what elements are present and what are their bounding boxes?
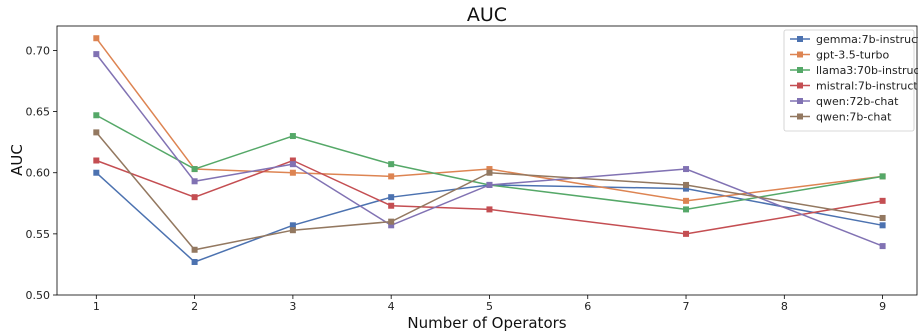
data-point <box>289 161 296 168</box>
legend-swatch-marker <box>797 67 803 73</box>
data-point <box>289 133 296 140</box>
data-point <box>388 173 395 180</box>
data-point <box>879 222 886 229</box>
series-line <box>95 37 883 202</box>
legend-label: mistral:7b-instruct <box>816 80 918 93</box>
series-line <box>95 114 883 211</box>
data-point <box>388 194 395 201</box>
series-mistral-7b-instruct <box>93 157 886 237</box>
axis-ticks: 1 2 3 4 5 6 7 8 9 0.50 0.55 0.60 0.65 0.70 <box>26 44 887 313</box>
data-point <box>683 181 690 188</box>
data-point <box>388 161 395 168</box>
legend-item: qwen:7b-chat <box>790 111 892 124</box>
x-tick-label: 8 <box>781 300 788 313</box>
data-point <box>191 246 198 253</box>
data-point <box>93 112 100 119</box>
legend-item: gpt-3.5-turbo <box>790 49 889 62</box>
data-point <box>93 129 100 136</box>
legend-label: qwen:72b-chat <box>816 95 899 108</box>
data-point <box>683 197 690 204</box>
data-point <box>683 230 690 237</box>
legend-swatch-marker <box>797 51 803 58</box>
data-point <box>388 222 395 229</box>
x-tick-label: 9 <box>879 300 886 313</box>
data-point <box>486 169 493 176</box>
legend-swatch-marker <box>797 113 803 120</box>
data-point <box>93 169 100 176</box>
legend-item: llama3:70b-instruct <box>790 64 918 77</box>
data-point <box>289 157 296 164</box>
data-point <box>879 243 886 250</box>
data-point <box>879 173 886 180</box>
legend-swatch-marker <box>797 36 803 42</box>
y-tick-label: 0.50 <box>26 289 51 302</box>
x-axis-title: Number of Operators <box>407 314 566 332</box>
data-point <box>93 35 100 42</box>
data-point <box>388 218 395 225</box>
data-point <box>486 166 493 173</box>
legend-swatch-marker <box>797 82 803 89</box>
data-point <box>879 197 886 204</box>
series-lines <box>93 35 886 265</box>
series-line <box>95 53 883 247</box>
x-tick-label: 1 <box>93 300 100 313</box>
data-point <box>93 157 100 164</box>
x-tick-label: 7 <box>683 300 690 313</box>
data-point <box>683 185 690 192</box>
series-qwen-7b-chat <box>93 129 886 253</box>
series-llama3-70b-instruct <box>93 112 886 213</box>
legend-label: llama3:70b-instruct <box>816 64 918 77</box>
legend-item: mistral:7b-instruct <box>790 80 918 93</box>
x-tick-label: 4 <box>388 300 395 313</box>
data-point <box>683 166 690 173</box>
data-point <box>388 202 395 209</box>
data-point <box>486 181 493 188</box>
data-point <box>486 206 493 213</box>
legend-item: gemma:7b-instruct <box>790 33 918 46</box>
x-tick-label: 2 <box>191 300 198 313</box>
y-tick-label: 0.70 <box>26 44 51 57</box>
y-axis-title: AUC <box>8 144 26 176</box>
data-point <box>191 166 198 173</box>
legend-label: qwen:7b-chat <box>816 111 892 124</box>
legend-swatch-marker <box>797 98 803 104</box>
chart-title: AUC <box>467 4 507 26</box>
data-point <box>289 222 296 229</box>
y-tick-label: 0.65 <box>26 106 51 119</box>
legend: gemma:7b-instruct gpt-3.5-turbo llama3:70b… <box>783 29 918 132</box>
data-point <box>93 51 100 58</box>
x-tick-label: 6 <box>584 300 591 313</box>
x-tick-label: 3 <box>289 300 296 313</box>
data-point <box>191 194 198 201</box>
legend-item: qwen:72b-chat <box>790 95 899 108</box>
x-tick-label: 5 <box>486 300 493 313</box>
data-point <box>289 227 296 234</box>
y-tick-label: 0.60 <box>26 167 51 180</box>
series-qwen-72b-chat <box>93 51 886 250</box>
data-point <box>289 169 296 176</box>
data-point <box>191 178 198 185</box>
data-point <box>879 214 886 221</box>
y-tick-label: 0.55 <box>26 228 51 241</box>
data-point <box>683 206 690 213</box>
legend-label: gemma:7b-instruct <box>816 33 918 46</box>
legend-label: gpt-3.5-turbo <box>816 49 889 62</box>
data-point <box>191 258 198 265</box>
legend-box <box>783 29 915 132</box>
plot-frame <box>56 25 918 296</box>
